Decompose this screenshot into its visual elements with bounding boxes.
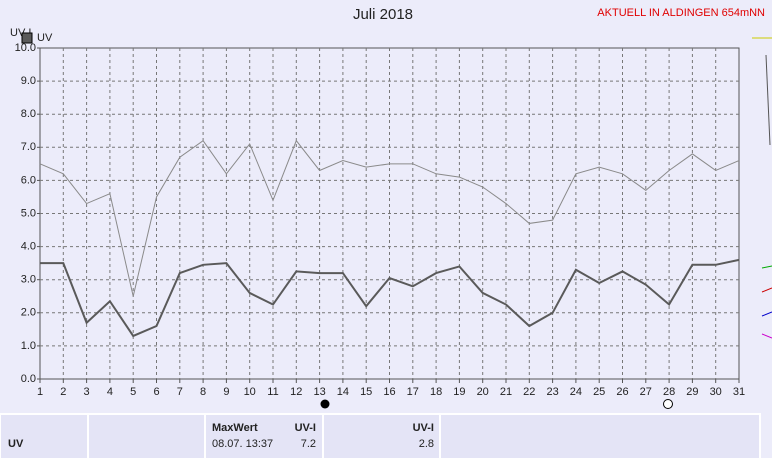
x-tick-label: 19 xyxy=(453,386,465,398)
x-tick-label: 12 xyxy=(290,386,302,398)
y-tick-label: 6.0 xyxy=(21,174,36,186)
x-tick-label: 16 xyxy=(383,386,395,398)
side-panel xyxy=(752,37,772,339)
x-tick-label: 17 xyxy=(407,386,419,398)
chart-title: Juli 2018 xyxy=(353,6,413,23)
x-tick-label: 24 xyxy=(570,386,582,398)
x-tick-label: 14 xyxy=(337,386,349,398)
x-tick-label: 28 xyxy=(663,386,675,398)
x-tick-label: 29 xyxy=(686,386,698,398)
x-tick-label: 9 xyxy=(223,386,229,398)
side-mark xyxy=(765,54,771,146)
avg-unit: UV-I xyxy=(413,422,434,434)
y-tick-label: 1.0 xyxy=(21,340,36,352)
x-tick-label: 4 xyxy=(107,386,113,398)
x-tick-label: 1 xyxy=(37,386,43,398)
series-line xyxy=(39,139,740,297)
x-tick-label: 26 xyxy=(616,386,628,398)
series-line xyxy=(40,258,740,338)
side-mark xyxy=(761,311,772,317)
y-tick-label: 4.0 xyxy=(21,241,36,253)
avg-value: 2.8 xyxy=(419,438,434,450)
x-tick-label: 27 xyxy=(640,386,652,398)
x-tick-label: 18 xyxy=(430,386,442,398)
x-tick-label: 7 xyxy=(177,386,183,398)
station-label: AKTUELL IN ALDINGEN 654mNN xyxy=(597,7,765,19)
x-tick-label: 6 xyxy=(153,386,159,398)
moon-full xyxy=(320,399,330,409)
max-value: 7.2 xyxy=(301,438,316,450)
y-tick-label: 5.0 xyxy=(21,207,36,219)
x-tick-label: 2 xyxy=(60,386,66,398)
x-tick-label: 21 xyxy=(500,386,512,398)
x-tick-label: 20 xyxy=(477,386,489,398)
table-cell xyxy=(439,413,761,458)
x-tick-label: 22 xyxy=(523,386,535,398)
y-tick-label: 9.0 xyxy=(21,75,36,87)
x-tick-label: 25 xyxy=(593,386,605,398)
table-cell xyxy=(204,413,324,458)
x-tick-label: 10 xyxy=(244,386,256,398)
y-tick-label: 7.0 xyxy=(21,141,36,153)
y-tick-label: 2.0 xyxy=(21,307,36,319)
y-tick-label: 3.0 xyxy=(21,274,36,286)
max-unit: UV-I xyxy=(295,422,316,434)
x-tick-label: 30 xyxy=(710,386,722,398)
x-tick-label: 11 xyxy=(267,386,278,398)
summary-table: UV MaxWert UV-I 08.07. 13:37 7.2 UV-I 2.… xyxy=(0,413,761,458)
side-mark xyxy=(761,287,772,293)
max-time: 08.07. 13:37 xyxy=(212,438,273,450)
x-tick-label: 3 xyxy=(84,386,90,398)
side-mark xyxy=(761,265,772,269)
table-cell xyxy=(322,413,441,458)
x-tick-label: 8 xyxy=(200,386,206,398)
legend-swatch xyxy=(21,32,33,44)
x-tick-label: 5 xyxy=(130,386,136,398)
legend-label: UV xyxy=(37,32,53,44)
side-mark xyxy=(761,333,772,339)
moon-new xyxy=(663,399,673,409)
max-header: MaxWert xyxy=(212,422,258,434)
row-label: UV xyxy=(8,438,24,450)
table-cell xyxy=(87,413,206,458)
x-tick-label: 23 xyxy=(546,386,558,398)
x-tick-label: 13 xyxy=(313,386,325,398)
x-tick-label: 15 xyxy=(360,386,372,398)
y-tick-label: 10.0 xyxy=(15,42,36,54)
y-tick-label: 8.0 xyxy=(21,108,36,120)
x-tick-label: 31 xyxy=(733,386,745,398)
y-tick-label: 0.0 xyxy=(21,373,36,385)
table-cell xyxy=(0,413,89,458)
